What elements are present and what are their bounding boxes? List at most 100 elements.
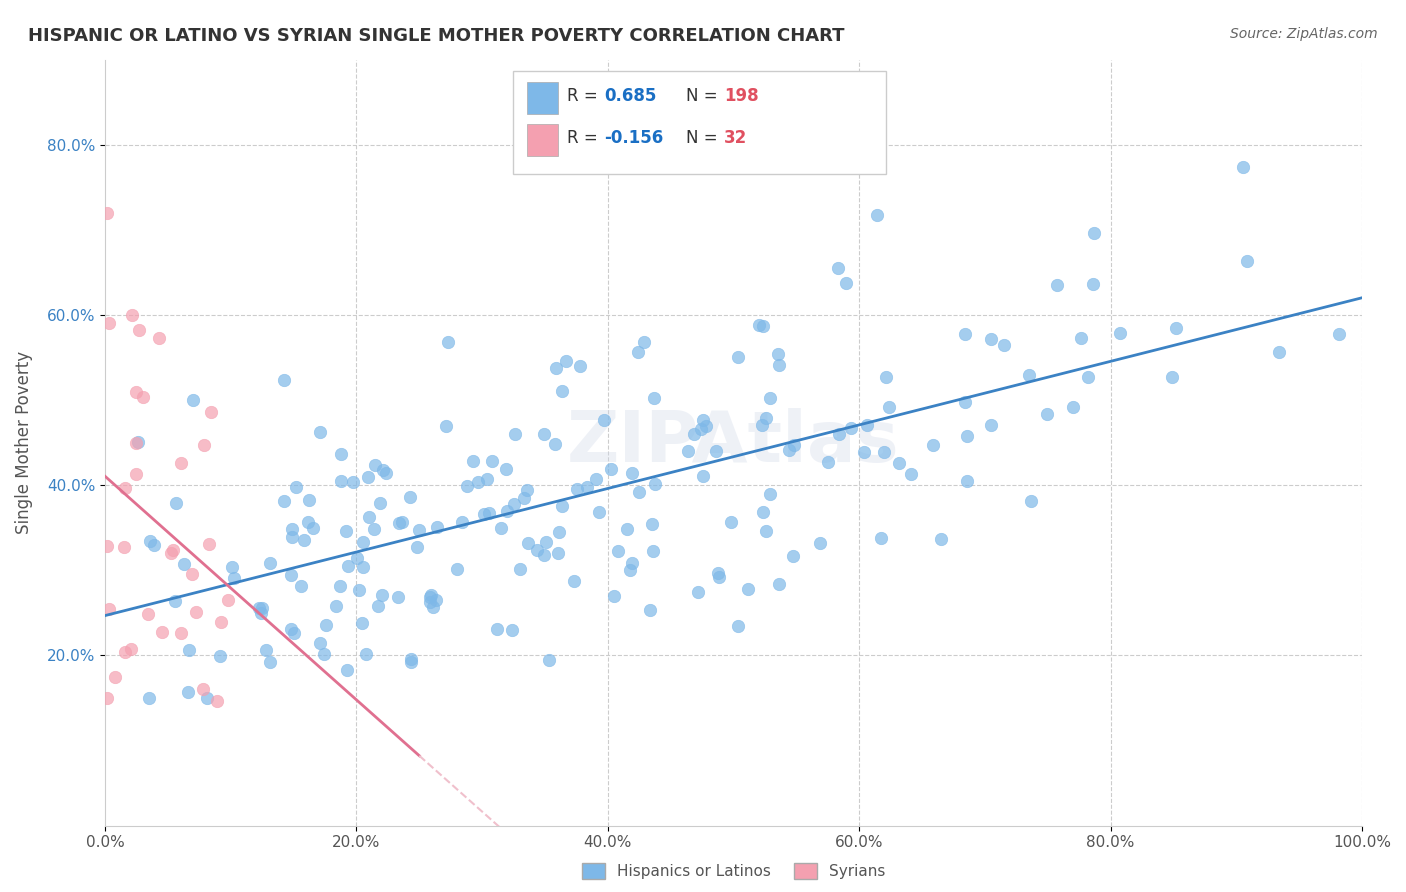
Point: [1329, 326, 1351, 341]
Point: [209, 615, 232, 629]
Point: [585, 472, 607, 486]
Point: [375, 466, 398, 480]
Point: [640, 602, 662, 616]
Point: [336, 663, 359, 677]
Point: [280, 567, 302, 582]
Point: [727, 350, 749, 364]
Point: [548, 524, 571, 539]
Point: [766, 347, 789, 361]
Point: [778, 442, 800, 457]
Point: [136, 607, 159, 622]
Point: [281, 522, 304, 536]
Text: 198: 198: [724, 87, 759, 105]
Point: [217, 593, 239, 607]
Point: [280, 530, 302, 544]
Point: [197, 690, 219, 705]
Point: [285, 480, 308, 494]
Point: [96, 206, 118, 220]
Point: [1268, 345, 1291, 359]
Point: [419, 595, 441, 609]
Point: [562, 574, 585, 588]
Point: [929, 532, 952, 546]
Point: [437, 335, 460, 350]
Point: [550, 384, 572, 398]
Point: [446, 562, 468, 576]
Point: [405, 540, 427, 554]
Point: [603, 590, 626, 604]
Point: [689, 422, 711, 436]
Point: [544, 361, 567, 376]
Point: [371, 588, 394, 602]
Point: [138, 690, 160, 705]
Point: [852, 445, 875, 459]
Point: [737, 582, 759, 597]
Text: Source: ZipAtlas.com: Source: ZipAtlas.com: [1230, 27, 1378, 41]
Point: [408, 523, 430, 537]
Point: [817, 455, 839, 469]
Point: [503, 498, 526, 512]
Point: [555, 353, 578, 368]
Point: [104, 670, 127, 684]
Text: HISPANIC OR LATINO VS SYRIAN SINGLE MOTHER POVERTY CORRELATION CHART: HISPANIC OR LATINO VS SYRIAN SINGLE MOTH…: [28, 27, 845, 45]
Point: [1083, 226, 1105, 240]
Point: [371, 462, 394, 476]
Point: [312, 647, 335, 661]
Point: [808, 535, 831, 549]
Point: [682, 426, 704, 441]
Point: [96, 691, 118, 706]
Point: [426, 519, 449, 533]
Point: [505, 426, 527, 441]
Point: [193, 681, 215, 696]
Point: [1070, 331, 1092, 345]
Point: [425, 593, 447, 607]
Point: [186, 606, 208, 620]
Point: [627, 485, 650, 500]
Point: [873, 445, 896, 459]
Point: [887, 456, 910, 470]
Point: [346, 550, 368, 565]
Point: [451, 516, 474, 530]
Point: [633, 334, 655, 349]
Point: [600, 462, 623, 476]
Point: [301, 521, 323, 535]
Point: [538, 653, 561, 667]
Point: [170, 456, 193, 470]
Point: [120, 641, 142, 656]
Point: [160, 546, 183, 560]
Point: [547, 546, 569, 560]
Point: [707, 570, 730, 584]
Point: [782, 549, 804, 564]
Point: [125, 467, 148, 481]
Legend: Hispanics or Latinos, Syrians: Hispanics or Latinos, Syrians: [574, 855, 893, 887]
Point: [877, 400, 900, 414]
Point: [398, 490, 420, 504]
Point: [956, 429, 979, 443]
Point: [363, 522, 385, 536]
Point: [707, 566, 730, 580]
Point: [198, 537, 221, 551]
Point: [953, 395, 976, 409]
Point: [127, 435, 149, 450]
Point: [330, 446, 353, 460]
Point: [247, 600, 270, 615]
Point: [170, 626, 193, 640]
Point: [148, 331, 170, 345]
Point: [250, 600, 273, 615]
Point: [124, 384, 146, 399]
Point: [643, 391, 665, 405]
Point: [980, 418, 1002, 433]
Point: [121, 308, 143, 322]
Point: [399, 655, 422, 669]
Point: [177, 643, 200, 657]
Point: [501, 624, 523, 638]
Point: [481, 453, 503, 467]
Point: [641, 517, 664, 532]
Point: [866, 208, 889, 222]
Text: 32: 32: [724, 129, 748, 147]
Point: [869, 531, 891, 545]
Text: N =: N =: [686, 87, 723, 105]
Point: [509, 562, 531, 576]
Point: [478, 506, 501, 520]
Point: [259, 557, 281, 571]
Point: [221, 559, 243, 574]
